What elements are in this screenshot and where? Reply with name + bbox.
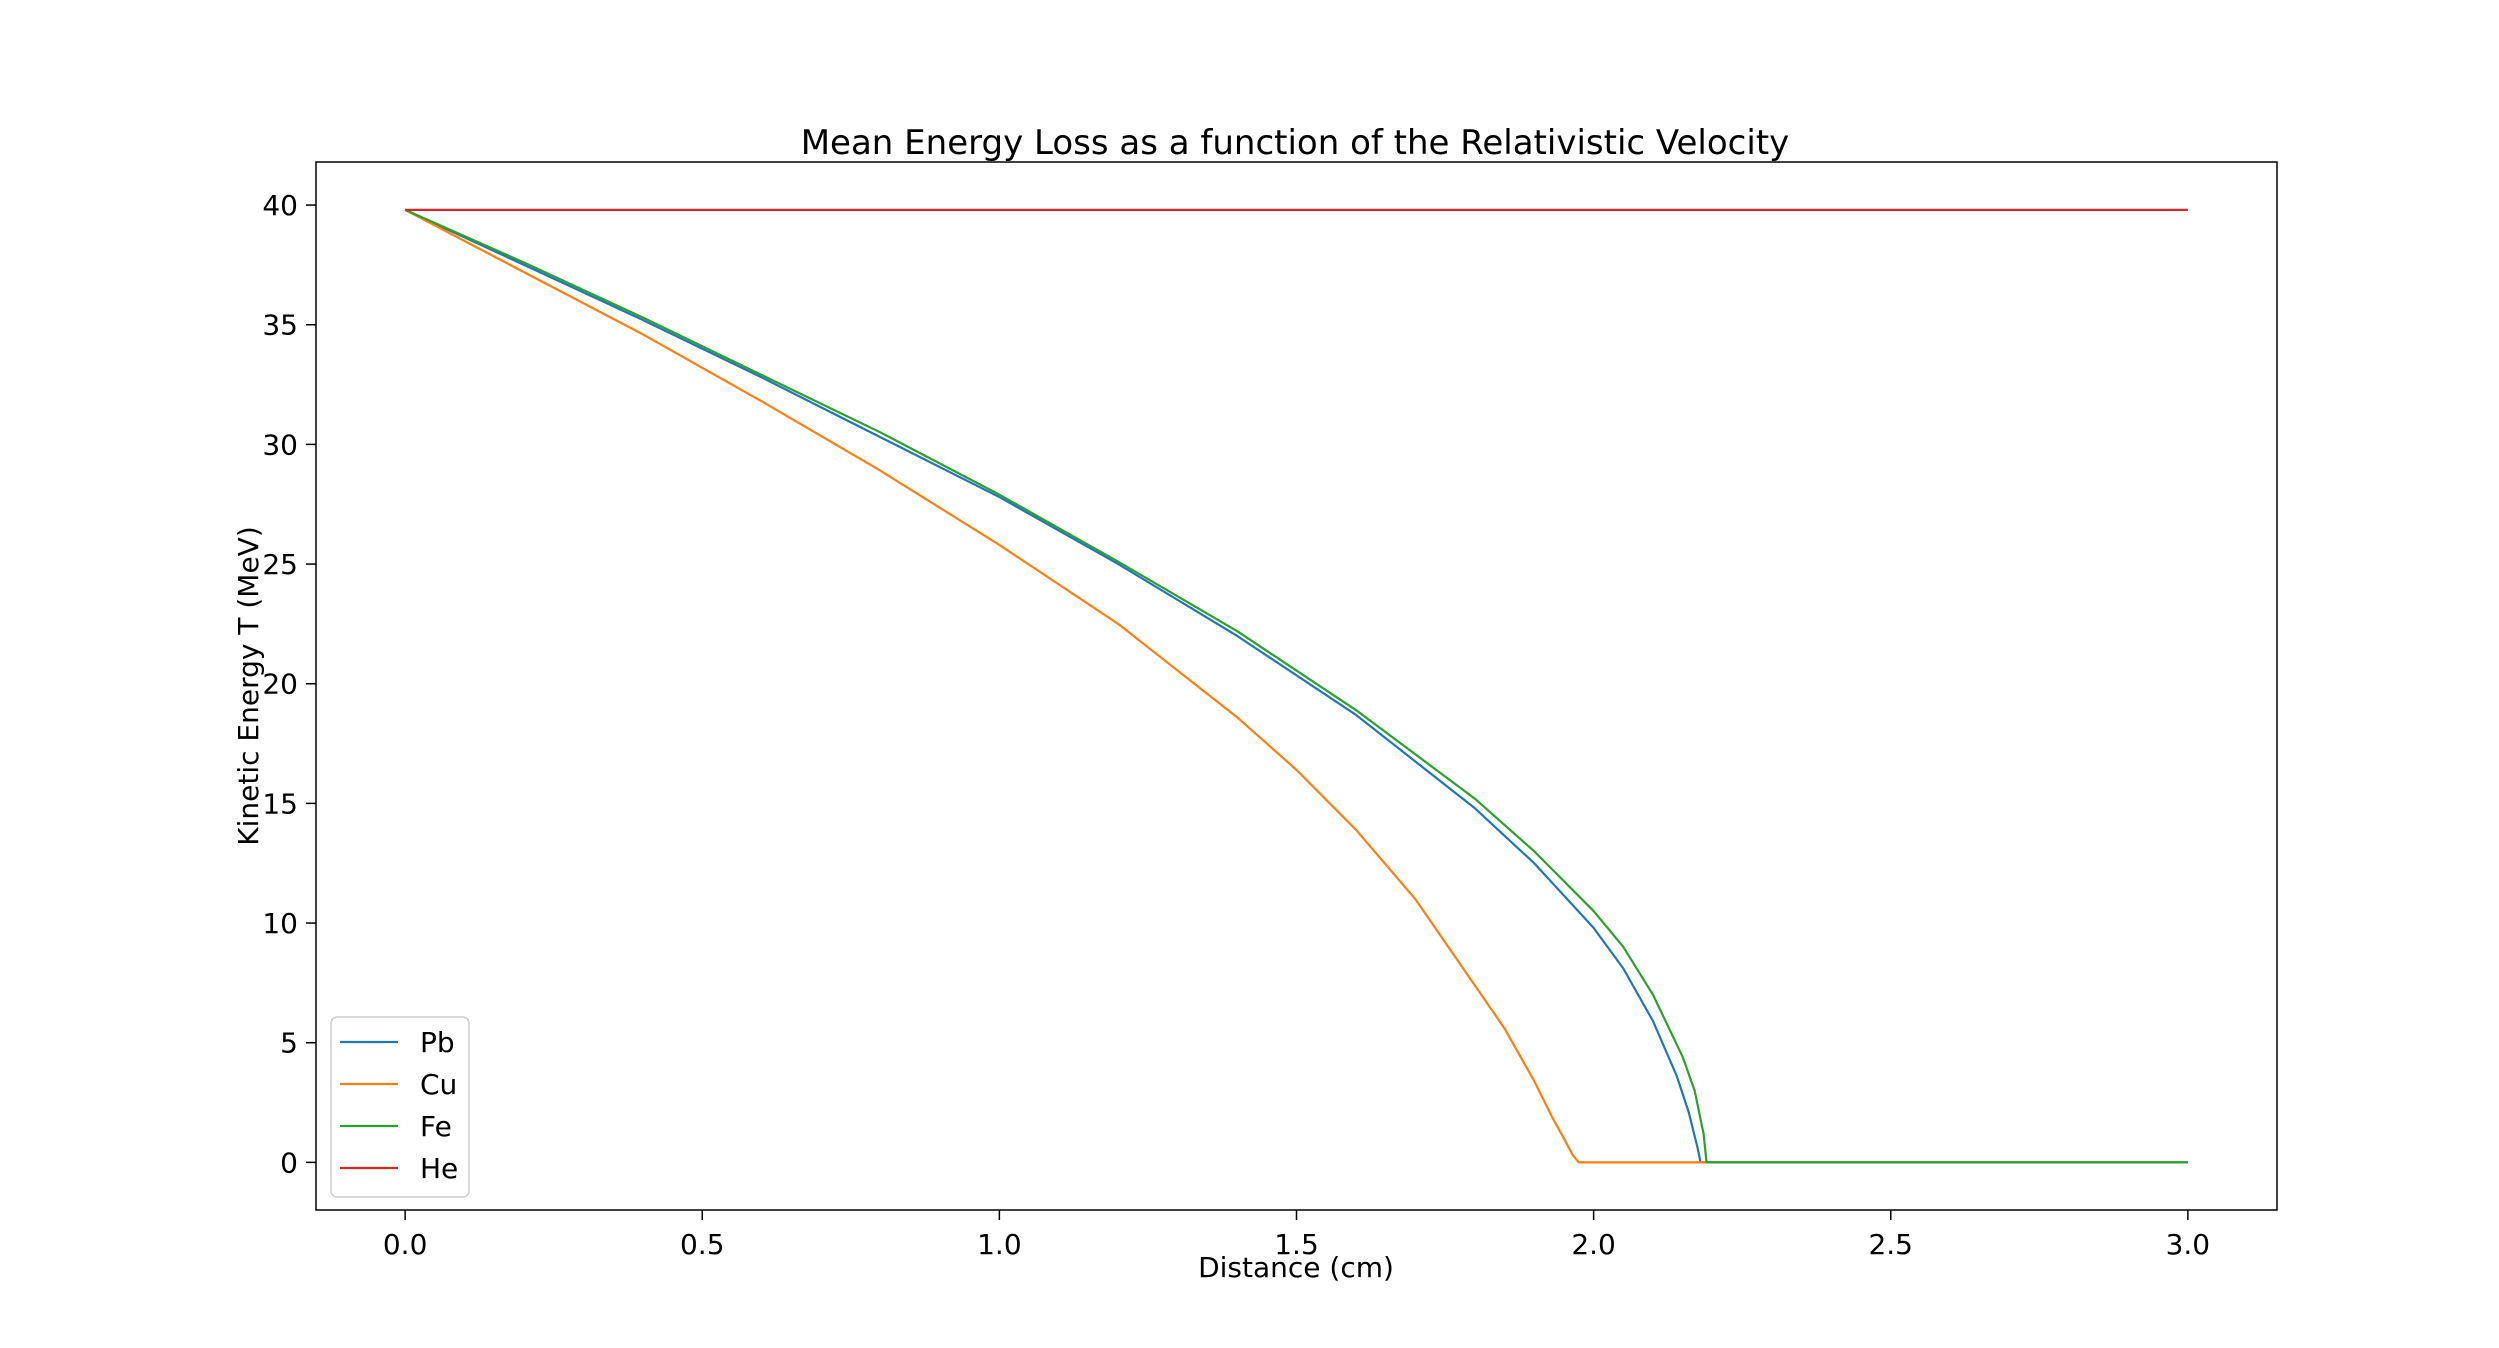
x-tick-label: 1.5 <box>1274 1228 1319 1261</box>
x-tick-label: 2.0 <box>1571 1228 1616 1261</box>
legend-items: Pb Cu Fe He <box>340 1026 458 1185</box>
x-tick-label: 1.0 <box>977 1228 1022 1261</box>
series-layer <box>404 208 2188 1164</box>
legend-label: Fe <box>420 1110 452 1143</box>
legend-label: Pb <box>420 1026 455 1059</box>
series-line-fe <box>404 208 2188 1164</box>
y-tick-label: 40 <box>262 189 298 222</box>
y-tick-label: 30 <box>262 428 298 461</box>
y-tick-label: 5 <box>280 1027 298 1060</box>
legend-item-pb: Pb <box>340 1026 455 1059</box>
y-tick-label: 20 <box>262 668 298 701</box>
legend-label: Cu <box>420 1068 457 1101</box>
y-tick-label: 15 <box>262 787 298 820</box>
x-tick-label: 2.5 <box>1868 1228 1913 1261</box>
legend-box <box>330 1016 470 1198</box>
y-tick-label: 0 <box>280 1146 298 1179</box>
chart-title: Mean Energy Loss as a function of the Re… <box>801 123 1790 163</box>
legend-label: He <box>420 1152 458 1185</box>
x-tick-label: 0.5 <box>680 1228 725 1261</box>
y-axis-label: Kinetic Energy T (MeV) <box>232 526 265 845</box>
series-line-cu <box>404 208 2188 1164</box>
y-tick-label: 10 <box>262 907 298 940</box>
legend-item-he: He <box>340 1152 458 1185</box>
x-tick-label: 3.0 <box>2166 1228 2211 1261</box>
series-line-pb <box>404 208 2188 1164</box>
legend-item-fe: Fe <box>340 1110 452 1143</box>
x-axis: 0.0 0.5 1.0 1.5 2.0 2.5 3.0 <box>383 1210 2210 1261</box>
x-tick-label: 0.0 <box>383 1228 428 1261</box>
legend: Pb Cu Fe He <box>330 1016 470 1198</box>
y-tick-label: 25 <box>262 548 298 581</box>
y-axis: 0 5 10 15 20 25 30 35 40 <box>262 189 316 1179</box>
y-tick-label: 35 <box>262 309 298 342</box>
x-axis-label: Distance (cm) <box>1198 1251 1394 1284</box>
legend-item-cu: Cu <box>340 1068 457 1101</box>
